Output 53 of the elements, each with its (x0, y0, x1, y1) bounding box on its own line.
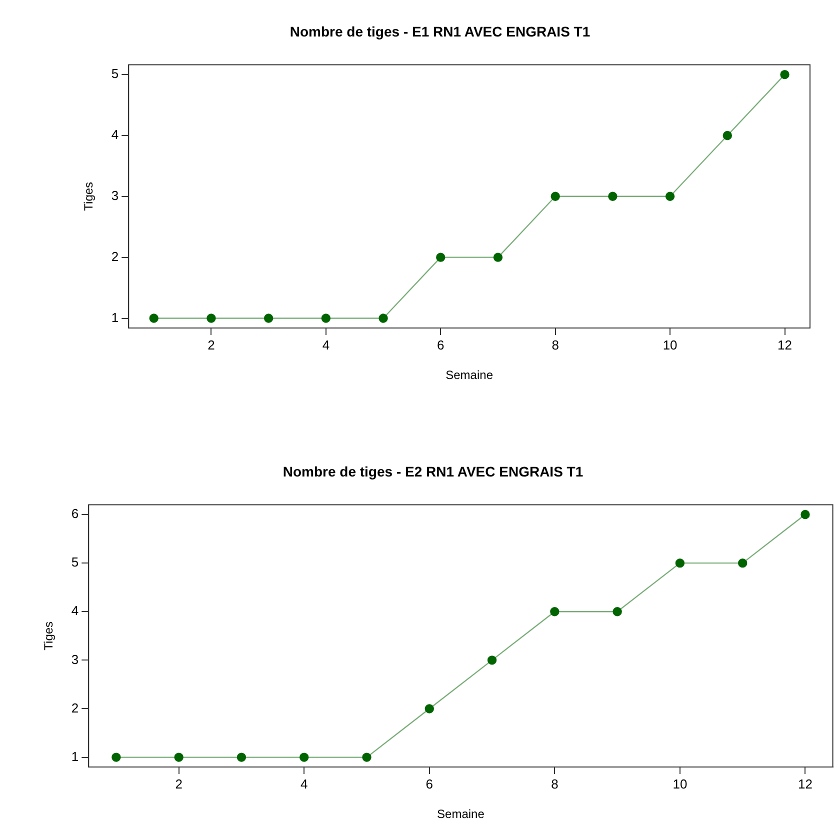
x-tick-label: 10 (662, 337, 678, 352)
point (493, 252, 503, 262)
x-axis-title: Semaine (446, 368, 494, 382)
x-axis-title: Semaine (437, 807, 485, 822)
x-tick-label: 2 (175, 776, 182, 792)
y-tick-label: 5 (71, 554, 79, 570)
point (174, 752, 184, 762)
y-tick-label: 3 (71, 652, 79, 667)
y-tick-label: 5 (111, 66, 119, 82)
point (780, 70, 790, 80)
point (436, 252, 446, 262)
x-tick-label: 4 (322, 337, 330, 352)
y-tick-label: 3 (111, 188, 119, 203)
y-tick-label: 6 (71, 506, 79, 522)
x-tick-label: 10 (672, 776, 688, 792)
y-tick-label: 4 (71, 603, 79, 618)
point (300, 752, 309, 762)
point (362, 752, 372, 762)
point (738, 558, 748, 568)
x-tick-label: 12 (778, 337, 792, 352)
point (264, 314, 274, 323)
point (608, 192, 618, 201)
point (550, 192, 560, 201)
point (612, 607, 622, 616)
chart-title: Nombre de tiges - E2 RN1 AVEC ENGRAIS T1 (282, 463, 584, 480)
y-tick-label: 4 (111, 127, 119, 142)
y-tick-label: 2 (111, 248, 119, 264)
x-tick-label: 6 (426, 776, 434, 792)
point (321, 314, 331, 323)
x-tick-label: 2 (208, 337, 215, 352)
point (487, 656, 497, 665)
point (112, 752, 121, 762)
point (800, 510, 810, 520)
point (378, 314, 388, 323)
y-tick-label: 2 (71, 700, 79, 716)
point (722, 130, 732, 140)
y-tick-label: 1 (111, 310, 119, 325)
point (149, 314, 158, 323)
x-tick-label: 8 (551, 776, 558, 792)
point (550, 607, 560, 616)
y-axis-title: Tiges (42, 621, 56, 650)
x-tick-label: 8 (552, 337, 559, 352)
point (675, 558, 685, 568)
point (236, 752, 246, 762)
y-axis-title: Tiges (82, 182, 96, 211)
point (206, 314, 216, 323)
x-tick-label: 6 (437, 337, 444, 352)
y-tick-label: 1 (71, 748, 79, 764)
point (424, 704, 434, 714)
chart-title: Nombre de tiges - E1 RN1 AVEC ENGRAIS T1 (290, 23, 590, 40)
x-tick-label: 12 (798, 776, 812, 792)
x-tick-label: 4 (300, 776, 308, 792)
point (665, 192, 675, 201)
